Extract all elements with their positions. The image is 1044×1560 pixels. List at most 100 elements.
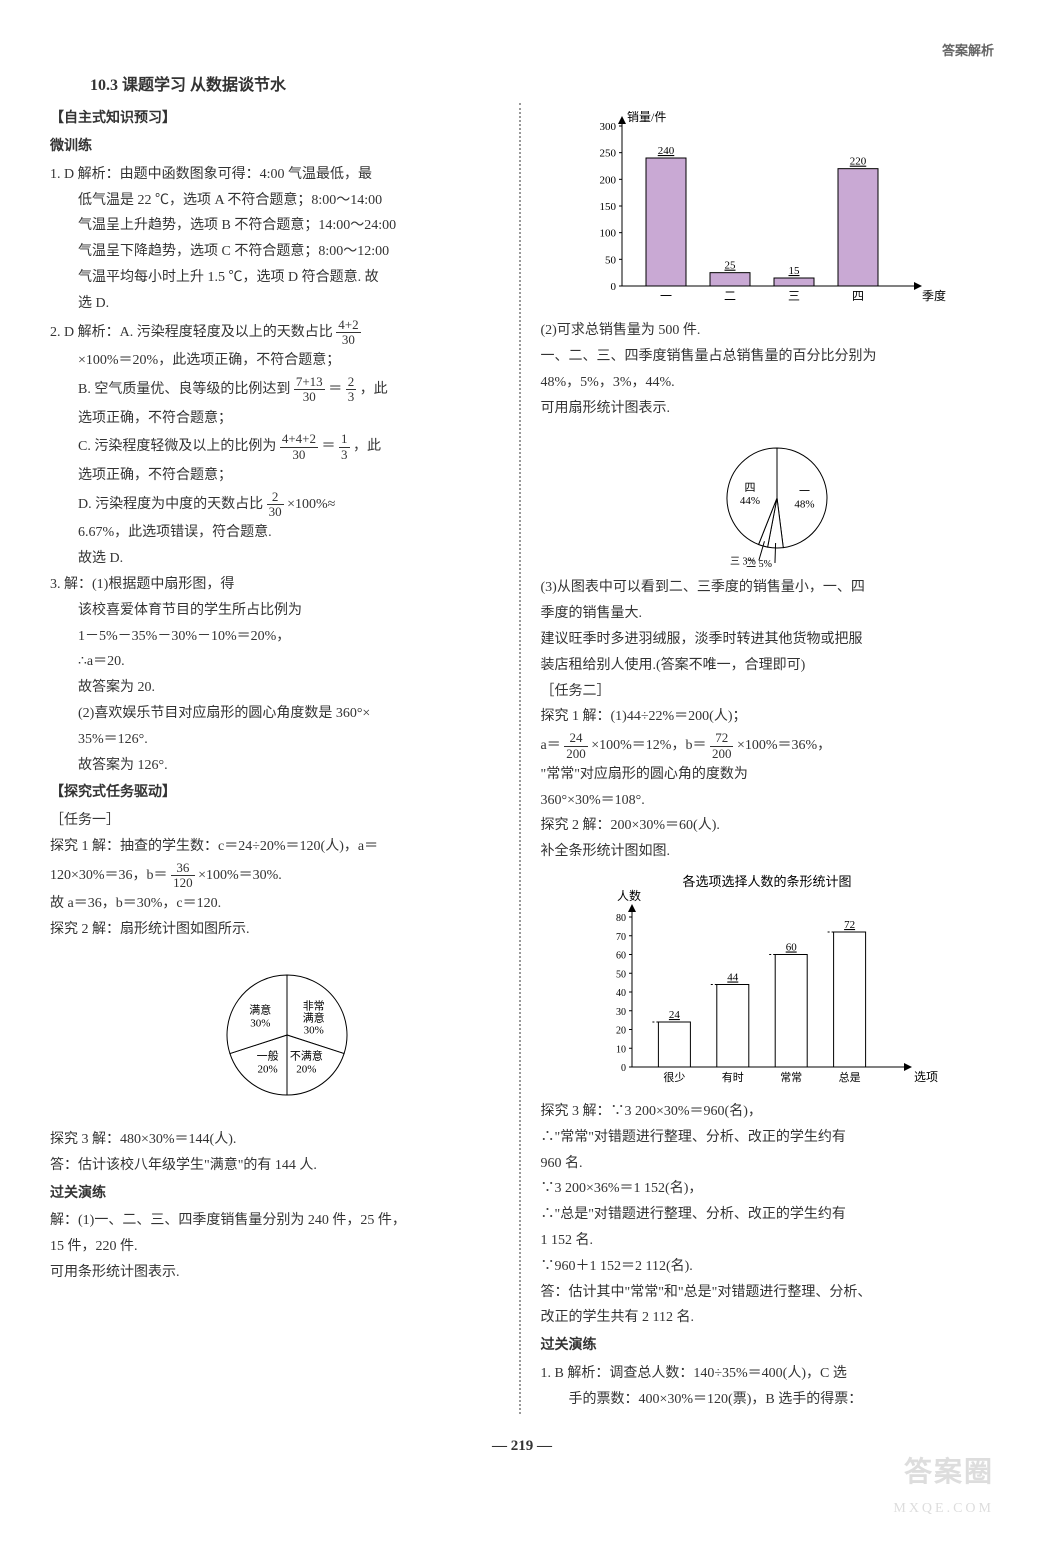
pie-chart-quarters: 一48%二 5%三 3%四44% (667, 428, 867, 568)
q2-d: D. 污染程度为中度的天数占比 230 ×100%≈ (50, 490, 504, 520)
svg-text:不满意: 不满意 (290, 1049, 323, 1063)
svg-text:25: 25 (725, 260, 737, 272)
preview-heading: 【自主式知识预习】 (50, 107, 504, 131)
svg-text:销量/件: 销量/件 (627, 111, 666, 124)
svg-text:70: 70 (616, 932, 626, 943)
svg-text:20%: 20% (296, 1064, 316, 1076)
svg-text:常常: 常常 (780, 1071, 802, 1084)
r2-l5: 探究 2 解：200×30%＝60(人). (541, 814, 995, 838)
svg-text:48%: 48% (795, 499, 815, 511)
q1-line2: 低气温是 22 ℃，选项 A 不符合题意；8:00～14:00 (50, 189, 504, 213)
q2-line-a: 2. D 解析：A. 污染程度轻度及以上的天数占比 4+230 (50, 318, 504, 348)
gg-l2: 15 件，220 件. (50, 1235, 504, 1259)
svg-text:72: 72 (844, 919, 855, 931)
gg2-l2: 手的票数：400×30%＝120(票)，B 选手的得票： (541, 1388, 995, 1412)
svg-text:30%: 30% (250, 1018, 270, 1030)
r2-l1: 探究 1 解：(1)44÷22%＝200(人)； (541, 705, 995, 729)
r2-l10: ∵3 200×36%＝1 152(名)， (541, 1177, 995, 1201)
q1-line3: 气温呈上升趋势，选项 B 不符合题意；14:00～24:00 (50, 214, 504, 238)
svg-text:30%: 30% (303, 1025, 323, 1037)
practice-heading: 过关演练 (50, 1182, 504, 1206)
svg-text:200: 200 (600, 175, 617, 187)
q1-line6: 选 D. (50, 292, 504, 316)
q2-c: C. 污染程度轻微及以上的比例为 4+4+230 ＝ 13 ，此 (50, 432, 504, 462)
r-l6: 季度的销售量大. (541, 602, 995, 626)
svg-text:150: 150 (600, 201, 617, 213)
svg-text:40: 40 (616, 988, 626, 999)
r2-l8: ∴"常常"对错题进行整理、分析、改正的学生约有 (541, 1126, 995, 1150)
svg-text:满意: 满意 (249, 1003, 271, 1017)
inquiry-heading: 【探究式任务驱动】 (50, 781, 504, 805)
svg-text:220: 220 (850, 156, 867, 168)
r2-l15: 改正的学生共有 2 112 名. (541, 1306, 995, 1330)
svg-text:300: 300 (600, 121, 617, 133)
svg-text:一: 一 (799, 486, 810, 498)
svg-text:100: 100 (600, 228, 617, 240)
svg-text:非常: 非常 (302, 1000, 324, 1013)
svg-text:60: 60 (616, 951, 626, 962)
left-column: 【自主式知识预习】 微训练 1. D 解析：由题中函数图象可得：4:00 气温最… (50, 103, 521, 1413)
r2-l12: 1 152 名. (541, 1229, 995, 1253)
t1-l3: 故 a＝36，b＝30%，c＝120. (50, 892, 504, 916)
q3-l4: ∴a＝20. (50, 650, 504, 674)
q2-c3: 选项正确，不符合题意； (50, 464, 504, 488)
svg-text:60: 60 (786, 942, 798, 954)
svg-text:人数: 人数 (617, 888, 641, 903)
svg-text:30: 30 (616, 1007, 626, 1018)
r-l3: 48%，5%，3%，44%. (541, 371, 995, 395)
watermark-text: 答案圈 (50, 1449, 994, 1497)
r2-l3: "常常"对应扇形的圆心角的度数为 (541, 763, 995, 787)
t1-l6: 答：估计该校八年级学生"满意"的有 144 人. (50, 1154, 504, 1178)
q1-line5: 气温平均每小时上升 1.5 ℃，选项 D 符合题意. 故 (50, 266, 504, 290)
svg-text:很少: 很少 (664, 1070, 686, 1084)
practice2-heading: 过关演练 (541, 1334, 995, 1358)
svg-text:24: 24 (669, 1009, 681, 1021)
svg-text:15: 15 (789, 265, 801, 277)
q3-l1: 3. 解：(1)根据题中扇形图，得 (50, 573, 504, 597)
svg-text:10: 10 (616, 1044, 626, 1055)
svg-text:季度: 季度 (922, 288, 946, 303)
svg-text:三 3%: 三 3% (730, 557, 756, 568)
t1-l1: 探究 1 解：抽查的学生数：c＝24÷20%＝120(人)，a＝ (50, 835, 504, 859)
r2-l14: 答：估计其中"常常"和"总是"对错题进行整理、分析、 (541, 1281, 995, 1305)
r2-l11: ∴"总是"对错题进行整理、分析、改正的学生约有 (541, 1203, 995, 1227)
q1-line4: 气温呈下降趋势，选项 C 不符合题意；8:00～12:00 (50, 240, 504, 264)
q2-d4: 故选 D. (50, 547, 504, 571)
r2-l6: 补全条形统计图如图. (541, 840, 995, 864)
gg-l1: 解：(1)一、二、三、四季度销售量分别为 240 件，25 件， (50, 1209, 504, 1233)
q3-l8: 故答案为 126°. (50, 754, 504, 778)
q2-b3: 选项正确，不符合题意； (50, 407, 504, 431)
svg-text:四: 四 (745, 482, 756, 494)
svg-text:总是: 总是 (839, 1070, 861, 1084)
r-l1: (2)可求总销售量为 500 件. (541, 319, 995, 343)
q3-l2: 该校喜爱体育节目的学生所占比例为 (50, 599, 504, 623)
r-l8: 装店租给别人使用.(答案不唯一，合理即可) (541, 654, 995, 678)
r2-l4: 360°×30%＝108°. (541, 789, 995, 813)
task2-label: ［任务二］ (541, 680, 995, 704)
svg-text:一: 一 (660, 289, 672, 303)
q3-l5: 故答案为 20. (50, 676, 504, 700)
svg-text:50: 50 (616, 969, 626, 980)
svg-text:50: 50 (605, 255, 617, 267)
q2-b: B. 空气质量优、良等级的比例达到 7+1330 ＝ 23 ，此 (50, 375, 504, 405)
svg-text:20%: 20% (257, 1064, 277, 1076)
svg-text:满意: 满意 (302, 1011, 324, 1025)
pie-chart-satisfaction: 非常满意30%不满意20%一般20%满意30% (167, 950, 387, 1120)
q2-head: 2. D 解析：A. 污染程度轻度及以上的天数占比 (50, 325, 333, 340)
r2-l7: 探究 3 解：∵3 200×30%＝960(名)， (541, 1100, 995, 1124)
bar-chart-options: 各选项选择人数的条形统计图人数选项0102030405060708024很少44… (587, 872, 947, 1092)
q2-a2: ×100%＝20%，此选项正确，不符合题意； (50, 349, 504, 373)
svg-text:44: 44 (728, 972, 740, 984)
r-l2: 一、二、三、四季度销售量占总销售量的百分比分别为 (541, 345, 995, 369)
r-l4: 可用扇形统计图表示. (541, 397, 995, 421)
svg-text:三: 三 (788, 289, 800, 303)
bar-chart-sales: 销量/件季度050100150200250300240一25二15三220四 (577, 111, 957, 311)
micro-training-heading: 微训练 (50, 135, 504, 159)
r-l7: 建议旺季时多进羽绒服，淡季时转进其他货物或把服 (541, 628, 995, 652)
header-corner: 答案解析 (50, 40, 994, 62)
r2-l2: a＝ 24200 ×100%＝12%，b＝ 72200 ×100%＝36%， (541, 731, 995, 761)
r2-l13: ∵960＋1 152＝2 112(名). (541, 1255, 995, 1279)
section-title: 10.3 课题学习 从数据谈节水 (50, 72, 994, 99)
r-l5: (3)从图表中可以看到二、三季度的销售量小，一、四 (541, 576, 995, 600)
svg-text:80: 80 (616, 913, 626, 924)
